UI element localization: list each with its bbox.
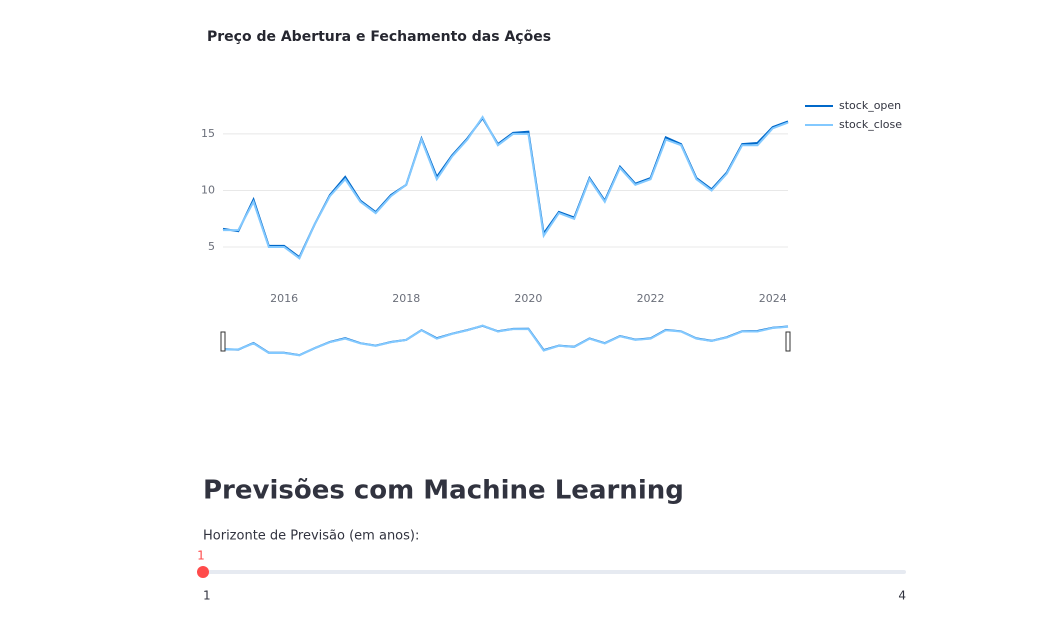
range-slider-handle[interactable] — [785, 331, 791, 352]
x-tick-label: 2018 — [392, 292, 420, 305]
legend-label[interactable]: stock_open — [839, 99, 901, 112]
x-tick-label: 2024 — [759, 292, 787, 305]
slider-thumb[interactable] — [197, 566, 209, 578]
slider-track[interactable] — [203, 570, 906, 574]
slider-min: 1 — [203, 589, 211, 603]
slider-value: 1 — [197, 549, 205, 563]
slider-max: 4 — [898, 589, 906, 603]
x-tick-label: 2020 — [514, 292, 542, 305]
range-slider-line — [223, 324, 789, 357]
x-tick-label: 2016 — [270, 292, 298, 305]
range-slider-handle[interactable] — [220, 331, 226, 352]
slider-label: Horizonte de Previsão (em anos): — [203, 529, 419, 544]
line-series — [223, 115, 789, 260]
y-tick-label: 10 — [201, 183, 215, 196]
legend-label[interactable]: stock_close — [839, 118, 902, 131]
y-tick-label: 15 — [201, 127, 215, 140]
y-tick-label: 5 — [208, 240, 215, 253]
x-tick-label: 2022 — [637, 292, 665, 305]
section-heading: Previsões com Machine Learning — [203, 476, 684, 506]
chart-title: Preço de Abertura e Fechamento das Ações — [207, 29, 551, 45]
